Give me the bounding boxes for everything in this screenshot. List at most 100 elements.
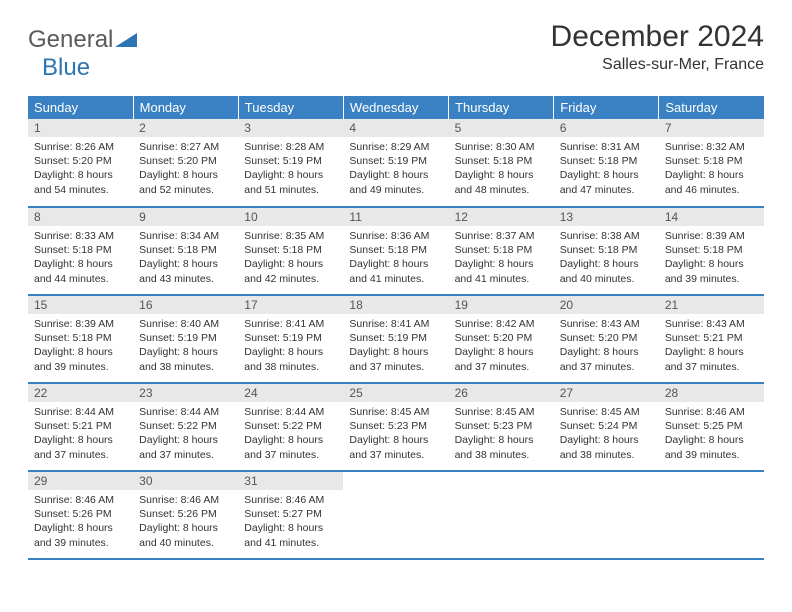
day-number: 18 xyxy=(343,296,448,314)
day-details: Sunrise: 8:35 AMSunset: 5:18 PMDaylight:… xyxy=(238,226,343,290)
calendar-day-cell: .. xyxy=(343,471,448,559)
day-details: Sunrise: 8:42 AMSunset: 5:20 PMDaylight:… xyxy=(449,314,554,378)
daylight-line: Daylight: 8 hours and 39 minutes. xyxy=(34,522,113,548)
weekday-tuesday: Tuesday xyxy=(238,96,343,119)
day-details: Sunrise: 8:46 AMSunset: 5:26 PMDaylight:… xyxy=(28,490,133,554)
calendar-day-cell: 1Sunrise: 8:26 AMSunset: 5:20 PMDaylight… xyxy=(28,119,133,207)
calendar-day-cell: 23Sunrise: 8:44 AMSunset: 5:22 PMDayligh… xyxy=(133,383,238,471)
calendar-day-cell: 24Sunrise: 8:44 AMSunset: 5:22 PMDayligh… xyxy=(238,383,343,471)
daylight-line: Daylight: 8 hours and 37 minutes. xyxy=(455,346,534,372)
logo-triangle-icon xyxy=(115,31,137,52)
day-number: 30 xyxy=(133,472,238,490)
sunset-line: Sunset: 5:22 PM xyxy=(244,420,322,432)
day-details: Sunrise: 8:39 AMSunset: 5:18 PMDaylight:… xyxy=(28,314,133,378)
sunset-line: Sunset: 5:19 PM xyxy=(349,332,427,344)
sunset-line: Sunset: 5:18 PM xyxy=(244,244,322,256)
sunset-line: Sunset: 5:18 PM xyxy=(34,244,112,256)
daylight-line: Daylight: 8 hours and 38 minutes. xyxy=(455,434,534,460)
calendar-day-cell: 28Sunrise: 8:46 AMSunset: 5:25 PMDayligh… xyxy=(659,383,764,471)
sunset-line: Sunset: 5:20 PM xyxy=(560,332,638,344)
day-number: 8 xyxy=(28,208,133,226)
day-number: 6 xyxy=(554,119,659,137)
day-number: 14 xyxy=(659,208,764,226)
day-details: Sunrise: 8:41 AMSunset: 5:19 PMDaylight:… xyxy=(343,314,448,378)
calendar-day-cell: 9Sunrise: 8:34 AMSunset: 5:18 PMDaylight… xyxy=(133,207,238,295)
sunset-line: Sunset: 5:23 PM xyxy=(349,420,427,432)
daylight-line: Daylight: 8 hours and 41 minutes. xyxy=(349,258,428,284)
day-number: 29 xyxy=(28,472,133,490)
day-details: Sunrise: 8:33 AMSunset: 5:18 PMDaylight:… xyxy=(28,226,133,290)
day-number: 25 xyxy=(343,384,448,402)
sunrise-line: Sunrise: 8:44 AM xyxy=(139,406,219,418)
daylight-line: Daylight: 8 hours and 43 minutes. xyxy=(139,258,218,284)
calendar-day-cell: 3Sunrise: 8:28 AMSunset: 5:19 PMDaylight… xyxy=(238,119,343,207)
day-details: Sunrise: 8:36 AMSunset: 5:18 PMDaylight:… xyxy=(343,226,448,290)
sunset-line: Sunset: 5:26 PM xyxy=(34,508,112,520)
daylight-line: Daylight: 8 hours and 48 minutes. xyxy=(455,169,534,195)
daylight-line: Daylight: 8 hours and 40 minutes. xyxy=(560,258,639,284)
sunrise-line: Sunrise: 8:31 AM xyxy=(560,141,640,153)
day-details: Sunrise: 8:45 AMSunset: 5:23 PMDaylight:… xyxy=(449,402,554,466)
sunset-line: Sunset: 5:20 PM xyxy=(34,155,112,167)
day-details: Sunrise: 8:44 AMSunset: 5:22 PMDaylight:… xyxy=(238,402,343,466)
day-number: 13 xyxy=(554,208,659,226)
sunrise-line: Sunrise: 8:34 AM xyxy=(139,230,219,242)
sunrise-line: Sunrise: 8:37 AM xyxy=(455,230,535,242)
sunrise-line: Sunrise: 8:46 AM xyxy=(244,494,324,506)
sunrise-line: Sunrise: 8:30 AM xyxy=(455,141,535,153)
calendar-day-cell: 22Sunrise: 8:44 AMSunset: 5:21 PMDayligh… xyxy=(28,383,133,471)
day-number: 1 xyxy=(28,119,133,137)
sunset-line: Sunset: 5:22 PM xyxy=(139,420,217,432)
weekday-sunday: Sunday xyxy=(28,96,133,119)
logo-word-1: General xyxy=(28,26,113,53)
daylight-line: Daylight: 8 hours and 37 minutes. xyxy=(34,434,113,460)
day-number: 15 xyxy=(28,296,133,314)
daylight-line: Daylight: 8 hours and 39 minutes. xyxy=(665,434,744,460)
header: General Blue December 2024 Salles-sur-Me… xyxy=(28,20,764,82)
sunrise-line: Sunrise: 8:27 AM xyxy=(139,141,219,153)
day-number: 2 xyxy=(133,119,238,137)
calendar-day-cell: 2Sunrise: 8:27 AMSunset: 5:20 PMDaylight… xyxy=(133,119,238,207)
sunrise-line: Sunrise: 8:45 AM xyxy=(560,406,640,418)
day-details: Sunrise: 8:46 AMSunset: 5:26 PMDaylight:… xyxy=(133,490,238,554)
sunset-line: Sunset: 5:19 PM xyxy=(244,332,322,344)
daylight-line: Daylight: 8 hours and 37 minutes. xyxy=(244,434,323,460)
day-details: Sunrise: 8:45 AMSunset: 5:24 PMDaylight:… xyxy=(554,402,659,466)
weekday-wednesday: Wednesday xyxy=(343,96,448,119)
day-details: Sunrise: 8:32 AMSunset: 5:18 PMDaylight:… xyxy=(659,137,764,201)
day-details: Sunrise: 8:26 AMSunset: 5:20 PMDaylight:… xyxy=(28,137,133,201)
daylight-line: Daylight: 8 hours and 37 minutes. xyxy=(665,346,744,372)
day-number: 11 xyxy=(343,208,448,226)
day-number: 28 xyxy=(659,384,764,402)
calendar-day-cell: 17Sunrise: 8:41 AMSunset: 5:19 PMDayligh… xyxy=(238,295,343,383)
sunrise-line: Sunrise: 8:39 AM xyxy=(34,318,114,330)
sunset-line: Sunset: 5:18 PM xyxy=(665,155,743,167)
calendar-day-cell: 25Sunrise: 8:45 AMSunset: 5:23 PMDayligh… xyxy=(343,383,448,471)
day-details: Sunrise: 8:44 AMSunset: 5:21 PMDaylight:… xyxy=(28,402,133,466)
day-number: 24 xyxy=(238,384,343,402)
month-title: December 2024 xyxy=(551,20,764,54)
sunrise-line: Sunrise: 8:38 AM xyxy=(560,230,640,242)
calendar-week-row: 22Sunrise: 8:44 AMSunset: 5:21 PMDayligh… xyxy=(28,383,764,471)
weekday-thursday: Thursday xyxy=(449,96,554,119)
weekday-header-row: Sunday Monday Tuesday Wednesday Thursday… xyxy=(28,96,764,119)
daylight-line: Daylight: 8 hours and 52 minutes. xyxy=(139,169,218,195)
day-details: Sunrise: 8:43 AMSunset: 5:20 PMDaylight:… xyxy=(554,314,659,378)
sunset-line: Sunset: 5:24 PM xyxy=(560,420,638,432)
calendar-day-cell: .. xyxy=(659,471,764,559)
sunset-line: Sunset: 5:27 PM xyxy=(244,508,322,520)
day-details: Sunrise: 8:31 AMSunset: 5:18 PMDaylight:… xyxy=(554,137,659,201)
calendar-day-cell: 15Sunrise: 8:39 AMSunset: 5:18 PMDayligh… xyxy=(28,295,133,383)
calendar-week-row: 29Sunrise: 8:46 AMSunset: 5:26 PMDayligh… xyxy=(28,471,764,559)
weekday-monday: Monday xyxy=(133,96,238,119)
sunrise-line: Sunrise: 8:42 AM xyxy=(455,318,535,330)
daylight-line: Daylight: 8 hours and 37 minutes. xyxy=(560,346,639,372)
calendar-day-cell: 7Sunrise: 8:32 AMSunset: 5:18 PMDaylight… xyxy=(659,119,764,207)
sunrise-line: Sunrise: 8:39 AM xyxy=(665,230,745,242)
sunset-line: Sunset: 5:19 PM xyxy=(139,332,217,344)
calendar-day-cell: 19Sunrise: 8:42 AMSunset: 5:20 PMDayligh… xyxy=(449,295,554,383)
location: Salles-sur-Mer, France xyxy=(551,56,764,74)
calendar-day-cell: .. xyxy=(554,471,659,559)
day-details: Sunrise: 8:34 AMSunset: 5:18 PMDaylight:… xyxy=(133,226,238,290)
calendar-day-cell: 20Sunrise: 8:43 AMSunset: 5:20 PMDayligh… xyxy=(554,295,659,383)
